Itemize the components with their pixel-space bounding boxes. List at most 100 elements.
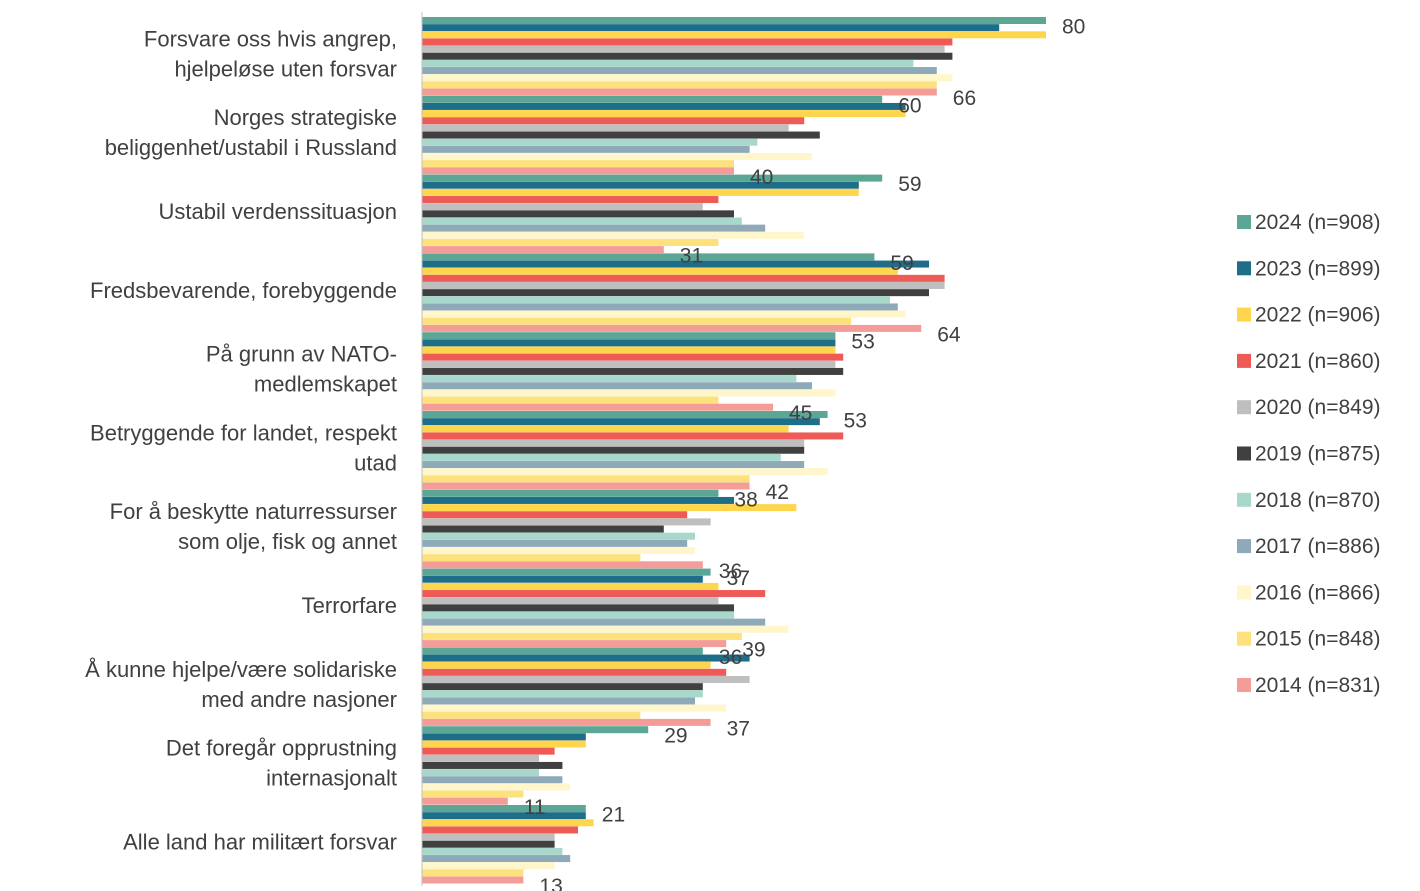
legend-swatch (1237, 631, 1251, 646)
bar-cat3-series7 (422, 303, 898, 311)
bar-cat10-series0 (422, 805, 586, 812)
bar-cat6-series3 (422, 511, 688, 519)
bar-cat9-series1 (422, 733, 586, 741)
bar-cat10-series4 (422, 833, 555, 841)
bar-cat1-series1 (422, 102, 906, 110)
legend-label: 2019 (n=875) (1255, 443, 1381, 466)
bar-cat5-series7 (422, 461, 805, 469)
legend-label: 2023 (n=899) (1255, 257, 1381, 280)
bar-cat10-series10 (422, 876, 524, 884)
bar-cat4-series0 (422, 332, 836, 340)
bar-cat3-series9 (422, 317, 851, 325)
bar-cat7-series5 (422, 604, 734, 612)
bar-cat7-series7 (422, 618, 766, 626)
bars-layer (422, 17, 1046, 884)
bar-cat8-series7 (422, 697, 695, 705)
bar-cat7-series2 (422, 582, 719, 590)
bar-cat1-series8 (422, 153, 812, 160)
bar-cat8-series1 (422, 654, 750, 662)
data-label: 66 (953, 87, 976, 110)
bar-cat9-series3 (422, 747, 555, 755)
bar-cat9-series5 (422, 761, 563, 769)
data-label: 11 (524, 796, 546, 819)
legend-label: 2024 (n=908) (1255, 211, 1381, 234)
category-label: Å kunne hjelpe/være solidariske (85, 657, 397, 682)
bar-cat5-series6 (422, 453, 781, 461)
bar-cat10-series1 (422, 812, 586, 820)
legend-swatch (1237, 678, 1251, 692)
bar-cat8-series2 (422, 661, 711, 669)
bar-cat3-series8 (422, 310, 906, 318)
data-label: 59 (898, 173, 921, 196)
bar-cat9-series7 (422, 776, 563, 784)
bar-cat0-series9 (422, 81, 937, 89)
bar-cat1-series9 (422, 160, 734, 168)
category-labels-layer: Forsvare oss hvis angrep, hjelpeløse uten… (85, 26, 397, 854)
bar-cat3-series4 (422, 282, 945, 289)
legend-swatch (1237, 215, 1251, 229)
bar-cat6-series1 (422, 496, 734, 504)
bar-cat4-series1 (422, 339, 836, 347)
bar-cat8-series9 (422, 711, 641, 719)
bar-cat3-series10 (422, 324, 922, 332)
bar-cat1-series2 (422, 110, 906, 118)
category-label: Forsvare oss hvis angrep, (144, 26, 397, 51)
bar-cat9-series2 (422, 740, 586, 748)
bar-cat10-series2 (422, 819, 594, 827)
bar-cat7-series0 (422, 568, 711, 576)
data-label: 31 (680, 245, 703, 268)
legend-swatch (1237, 446, 1251, 461)
legend-label: 2016 (n=866) (1255, 581, 1381, 604)
bar-cat0-series0 (422, 17, 1046, 24)
bar-cat1-series0 (422, 95, 883, 103)
bar-cat7-series6 (422, 611, 734, 619)
legend-label: 2021 (n=860) (1255, 350, 1381, 373)
bar-cat8-series0 (422, 647, 703, 655)
data-label: 21 (602, 804, 625, 827)
legend-swatch (1237, 539, 1251, 554)
bar-cat3-series2 (422, 267, 898, 275)
bar-cat9-series6 (422, 769, 539, 777)
bar-cat7-series1 (422, 575, 703, 583)
bar-cat4-series7 (422, 382, 812, 390)
data-label: 42 (766, 481, 789, 504)
bar-cat5-series3 (422, 432, 844, 440)
bar-cat2-series2 (422, 188, 859, 196)
legend-swatch (1237, 492, 1251, 507)
bar-cat6-series2 (422, 504, 797, 512)
bar-cat5-series9 (422, 475, 750, 483)
bar-cat4-series9 (422, 396, 719, 404)
data-label: 53 (844, 410, 867, 433)
bar-cat0-series2 (422, 31, 1046, 39)
bar-cat1-series4 (422, 124, 789, 132)
data-label: 53 (851, 331, 874, 354)
bar-cat5-series5 (422, 446, 805, 454)
bar-cat2-series8 (422, 231, 805, 239)
bar-cat6-series10 (422, 561, 703, 569)
bar-cat0-series8 (422, 74, 953, 82)
bar-cat7-series10 (422, 640, 727, 648)
bar-cat6-series5 (422, 525, 664, 533)
category-label: som olje, fisk og annet (178, 529, 397, 554)
bar-cat7-series3 (422, 590, 766, 598)
bar-cat10-series8 (422, 862, 555, 870)
bar-cat1-series6 (422, 138, 758, 146)
legend-swatch (1237, 585, 1251, 600)
data-label: 39 (742, 639, 765, 662)
data-label: 37 (727, 717, 750, 740)
bar-cat9-series9 (422, 790, 524, 798)
bar-cat2-series7 (422, 224, 766, 232)
bar-cat3-series3 (422, 274, 945, 282)
category-label: Ustabil verdenssituasjon (159, 199, 397, 224)
bar-cat2-series4 (422, 203, 703, 211)
bar-cat4-series4 (422, 360, 836, 368)
category-label: internasjonalt (266, 766, 397, 791)
data-label: 40 (750, 166, 773, 189)
category-label: med andre nasjoner (201, 687, 397, 712)
data-label: 38 (734, 488, 757, 511)
bar-cat1-series3 (422, 117, 805, 125)
bar-cat2-series9 (422, 238, 719, 246)
